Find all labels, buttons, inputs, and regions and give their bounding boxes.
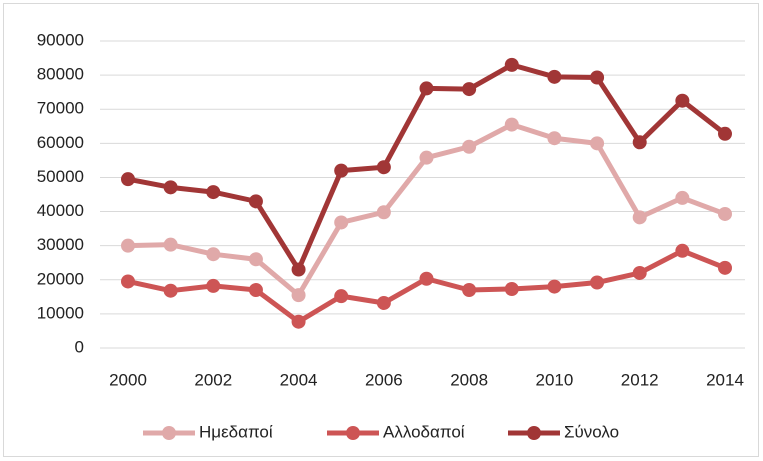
series-marker xyxy=(632,210,647,225)
legend-marker xyxy=(527,426,541,440)
series-marker xyxy=(419,271,434,286)
series-marker xyxy=(291,262,306,277)
x-tick-label: 2014 xyxy=(706,370,744,389)
y-tick-label: 50000 xyxy=(37,167,84,186)
chart-border xyxy=(3,3,759,457)
y-tick-label: 40000 xyxy=(37,201,84,220)
series-marker xyxy=(590,70,605,85)
series-marker xyxy=(163,237,178,252)
series-marker xyxy=(334,215,349,230)
x-tick-label: 2010 xyxy=(536,370,574,389)
y-tick-label: 0 xyxy=(75,337,84,356)
series-marker xyxy=(376,160,391,175)
series-marker xyxy=(504,281,519,296)
series-marker xyxy=(675,243,690,258)
series-marker xyxy=(462,82,477,97)
series-marker xyxy=(718,260,732,275)
x-tick-label: 2000 xyxy=(109,370,147,389)
y-tick-label: 60000 xyxy=(37,133,84,152)
series-marker xyxy=(547,279,562,294)
y-tick-label: 90000 xyxy=(37,30,84,49)
y-tick-label: 30000 xyxy=(37,235,84,254)
series-marker xyxy=(248,194,263,209)
series-marker xyxy=(163,283,178,298)
legend-label: Σύνολο xyxy=(564,422,619,441)
series-marker xyxy=(206,185,221,200)
x-tick-label: 2002 xyxy=(194,370,232,389)
y-tick-label: 10000 xyxy=(37,303,84,322)
series-marker xyxy=(334,289,349,304)
series-marker xyxy=(291,288,306,303)
x-tick-label: 2004 xyxy=(280,370,318,389)
series-marker xyxy=(206,247,221,262)
series-marker xyxy=(462,283,477,298)
series-marker xyxy=(419,150,434,165)
series-marker xyxy=(121,172,135,187)
x-tick-label: 2006 xyxy=(365,370,403,389)
series-marker xyxy=(590,136,605,151)
legend-marker xyxy=(162,426,176,440)
series-marker xyxy=(632,135,647,150)
y-tick-label: 80000 xyxy=(37,65,84,84)
y-tick-label: 70000 xyxy=(37,99,84,118)
legend-label: Αλλοδαποί xyxy=(383,422,465,441)
y-tick-label: 20000 xyxy=(37,269,84,288)
series-marker xyxy=(462,139,477,154)
series-marker xyxy=(675,93,690,108)
series-marker xyxy=(632,265,647,280)
x-tick-label: 2008 xyxy=(450,370,488,389)
series-marker xyxy=(547,131,562,146)
series-marker xyxy=(718,206,732,221)
series-marker xyxy=(504,57,519,72)
legend-label: Ημεδαποί xyxy=(199,422,273,441)
series-marker xyxy=(206,278,221,293)
series-marker xyxy=(376,295,391,310)
series-marker xyxy=(121,238,135,253)
series-marker xyxy=(334,163,349,178)
series-marker xyxy=(376,205,391,220)
series-marker xyxy=(248,283,263,298)
series-marker xyxy=(121,274,135,289)
series-marker xyxy=(675,190,690,205)
x-tick-label: 2012 xyxy=(621,370,659,389)
series-marker xyxy=(291,314,306,329)
series-marker xyxy=(590,275,605,290)
series-marker xyxy=(419,81,434,96)
legend-marker xyxy=(346,426,360,440)
series-marker xyxy=(248,252,263,267)
series-marker xyxy=(547,69,562,84)
series-marker xyxy=(718,126,732,141)
series-marker xyxy=(163,180,178,195)
series-marker xyxy=(504,117,519,132)
